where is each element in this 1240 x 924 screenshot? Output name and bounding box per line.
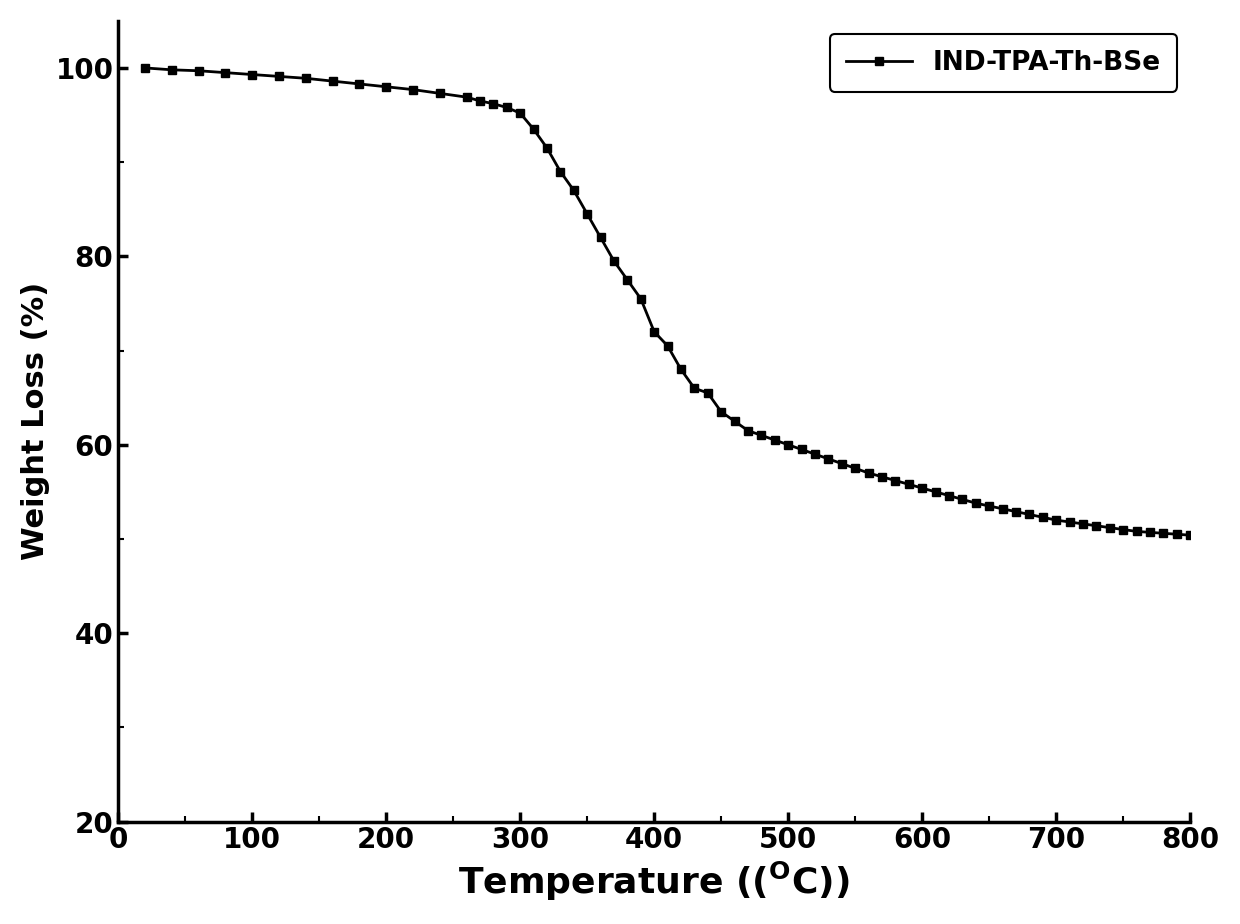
X-axis label: Temperature ($\mathregular{(^OC)}$): Temperature ($\mathregular{(^OC)}$): [459, 860, 849, 903]
Y-axis label: Weight Loss (%): Weight Loss (%): [21, 282, 50, 560]
IND-TPA-Th-BSe: [405, 84, 420, 95]
IND-TPA-Th-BSe: [660, 340, 675, 351]
IND-TPA-Th-BSe: [500, 102, 515, 113]
IND-TPA-Th-BSe: [1130, 526, 1145, 537]
IND-TPA-Th-BSe: [1183, 529, 1198, 541]
IND-TPA-Th-BSe: [968, 498, 983, 509]
IND-TPA-Th-BSe: [138, 63, 153, 74]
IND-TPA-Th-BSe: [701, 387, 715, 398]
Line: IND-TPA-Th-BSe: IND-TPA-Th-BSe: [141, 64, 1194, 540]
Legend: IND-TPA-Th-BSe: IND-TPA-Th-BSe: [830, 34, 1177, 91]
